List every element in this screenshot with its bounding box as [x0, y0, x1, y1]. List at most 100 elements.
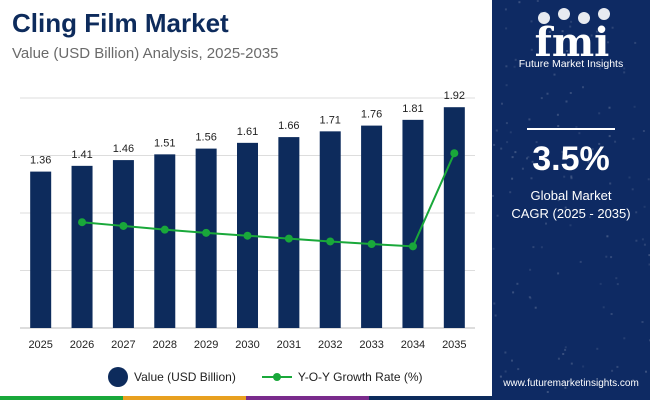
pattern-dot	[535, 141, 538, 144]
pattern-dot	[528, 118, 531, 121]
pattern-dot	[623, 71, 626, 74]
pattern-dot	[570, 20, 573, 23]
pattern-dot	[505, 65, 508, 68]
pattern-dot	[609, 182, 612, 185]
pattern-dot	[494, 314, 497, 317]
pattern-dot	[526, 157, 528, 160]
pattern-dot	[540, 97, 543, 100]
pattern-dot	[561, 30, 564, 33]
x-tick-2035: 2035	[442, 339, 466, 351]
pattern-dot	[570, 362, 573, 365]
x-tick-2029: 2029	[194, 339, 218, 351]
bar-2028	[154, 154, 176, 328]
pattern-dot	[564, 206, 567, 209]
pattern-dot	[546, 391, 549, 393]
pattern-dot	[565, 62, 568, 65]
cagr-label-line2: CAGR (2025 - 2035)	[511, 206, 631, 221]
x-tick-2034: 2034	[401, 339, 425, 351]
pattern-dot	[641, 321, 644, 323]
pattern-dot	[553, 73, 556, 76]
bar-label-2028: 1.51	[154, 137, 175, 149]
pattern-dot	[628, 176, 631, 179]
pattern-dot	[544, 11, 547, 13]
pattern-dot	[501, 102, 503, 105]
x-tick-2032: 2032	[318, 339, 342, 351]
fmi-logo: fmi	[535, 8, 610, 66]
pattern-dot	[597, 384, 600, 387]
bar-2026	[71, 165, 93, 328]
pattern-dot	[610, 313, 613, 315]
pattern-dot	[606, 235, 609, 238]
pattern-dot	[540, 246, 543, 249]
bar-2027	[112, 160, 134, 328]
legend-label-growth: Y-O-Y Growth Rate (%)	[297, 370, 423, 384]
pattern-dot	[578, 132, 581, 135]
pattern-dot	[536, 0, 539, 2]
pattern-dot	[575, 126, 578, 128]
pattern-dot	[545, 222, 547, 225]
bar-label-2029: 1.56	[195, 132, 216, 144]
pattern-dot	[504, 8, 507, 11]
pattern-dot	[499, 375, 502, 378]
legend: Value (USD Billion) Y-O-Y Growth Rate (%…	[108, 367, 449, 387]
pattern-dot	[645, 370, 647, 373]
pattern-dot	[563, 36, 566, 39]
x-tick-2028: 2028	[153, 339, 177, 351]
pattern-dot	[569, 25, 572, 28]
growth-line-series	[78, 149, 459, 251]
bar-label-2027: 1.46	[113, 143, 134, 155]
pattern-dot	[530, 177, 533, 180]
bar-label-2031: 1.66	[278, 120, 299, 132]
pattern-dot	[557, 125, 560, 127]
brand-name: Future Market Insights	[518, 58, 624, 70]
bar-label-2035: 1.92	[444, 90, 465, 102]
pattern-dot	[635, 211, 638, 214]
x-tick-2030: 2030	[235, 339, 259, 351]
bar-2029	[195, 148, 217, 328]
pattern-dot	[513, 65, 516, 68]
x-tick-2031: 2031	[277, 339, 301, 351]
chart: 1.36 1.41 1.46 1.51 1.56 1.61 1.66 1.71 1.76 1.81…	[20, 90, 475, 351]
pattern-dot	[569, 92, 572, 94]
pattern-dot	[496, 214, 499, 217]
pattern-dot	[557, 357, 560, 360]
bottom-color-strip	[0, 396, 492, 400]
legend-label-value: Value (USD Billion)	[134, 370, 236, 384]
pattern-dot	[596, 196, 599, 199]
pattern-dot	[611, 26, 614, 29]
pattern-dot	[608, 106, 611, 109]
pattern-dot	[616, 283, 619, 286]
pattern-dot	[623, 67, 626, 70]
x-tick-2027: 2027	[111, 339, 135, 351]
pattern-dot	[518, 1, 521, 4]
pattern-dot	[493, 302, 496, 305]
bar-2032	[319, 131, 341, 328]
pattern-dot	[546, 92, 549, 95]
growth-point-2033	[367, 240, 376, 249]
pattern-dot	[570, 167, 573, 170]
pattern-dot	[516, 282, 519, 285]
pattern-dot	[564, 386, 567, 389]
chart-subtitle: Value (USD Billion) Analysis, 2025-2035	[12, 45, 279, 62]
strip-segment-navy	[369, 396, 492, 400]
pattern-dot	[492, 247, 495, 250]
pattern-dot	[492, 194, 494, 197]
pattern-dot	[643, 205, 646, 208]
pattern-dot	[505, 84, 508, 87]
pattern-dot	[509, 191, 512, 194]
bar-label-2026: 1.41	[71, 149, 92, 161]
pattern-dot	[517, 368, 520, 371]
pattern-dot	[569, 224, 572, 227]
pattern-dot	[540, 11, 542, 14]
pattern-dot	[576, 211, 579, 214]
pattern-dot	[509, 131, 512, 134]
pattern-dot	[495, 129, 498, 132]
pattern-dot	[631, 188, 634, 191]
pattern-dot	[633, 105, 636, 108]
pattern-dot	[570, 175, 573, 178]
bar-label-2030: 1.61	[237, 126, 258, 138]
bar-label-2032: 1.71	[320, 114, 341, 126]
pattern-dot	[530, 20, 533, 23]
pattern-dot	[557, 272, 560, 275]
pattern-dot	[599, 282, 602, 285]
